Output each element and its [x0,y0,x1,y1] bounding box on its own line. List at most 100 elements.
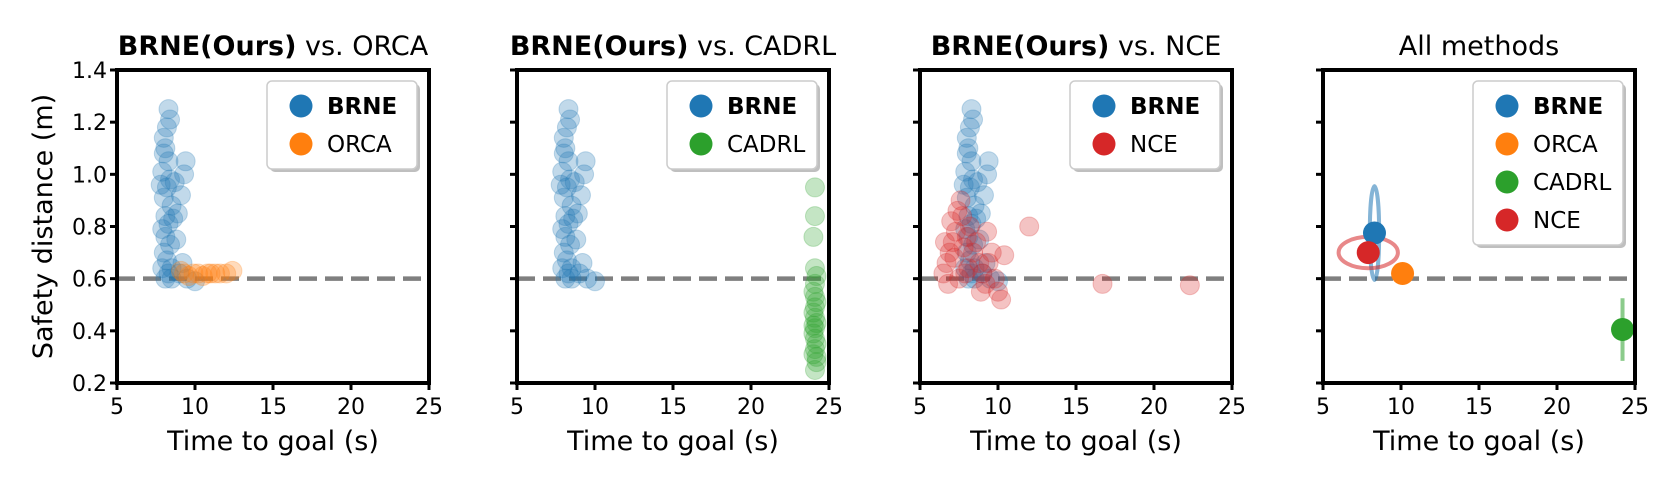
y-tick-label: 0.4 [72,320,107,345]
data-point-brne [963,169,984,190]
panel-1: BRNE(Ours) vs. ORCA 5 10 15 20 25 Time to goal… [28,31,443,457]
data-point-brne [158,99,179,120]
data-point-brne [969,229,990,250]
data-point-brne [163,208,184,229]
data-point-brne [155,206,176,227]
panel-title: BRNE(Ours) vs. NCE [931,31,1222,62]
data-point-orca [183,263,204,284]
data-point-brne [158,151,179,172]
data-point-brne [161,268,182,289]
data-point-brne [558,263,579,284]
data-point-cadrl [806,352,827,373]
data-point-cadrl [803,323,824,344]
data-point-nce [947,200,968,221]
data-point-cadrl [804,328,825,349]
data-point-brne [552,161,573,182]
mean-marker-cadrl [1611,318,1635,342]
data-point-brne [978,151,999,172]
data-point-brne [959,117,980,138]
data-point-cadrl [804,318,825,339]
legend-marker-brne [289,94,313,118]
data-point-nce [934,232,955,253]
data-point-brne [961,151,982,172]
data-point-brne [988,271,1008,292]
data-point-brne [558,99,579,120]
plot-area [117,99,429,292]
data-point-brne [553,127,574,148]
data-point-brne [153,143,174,164]
data-point-nce [950,190,971,211]
data-point-brne [560,169,581,190]
panel-4: All methods 5 10 15 20 25 Time to goal (s) BRNE… [1316,31,1649,457]
data-point-brne [564,172,585,193]
data-point-brne [975,253,996,274]
data-point-brne [175,151,196,172]
plot-area [1323,184,1635,361]
data-point-brne [961,263,982,284]
data-point-cadrl [804,307,825,328]
x-tick-label: 10 [581,395,609,420]
y-tick-label: 0.6 [72,268,107,293]
data-point-brne [169,263,190,284]
data-point-orca [200,263,221,284]
x-tick-label: 5 [913,395,927,420]
data-point-cadrl [806,266,827,287]
data-point-brne [970,203,991,224]
data-point-nce [991,289,1012,310]
mean-marker-nce [1356,241,1380,265]
data-point-brne [558,213,579,234]
data-point-brne [555,138,576,159]
y-axis-label: Safety distance (m) [28,94,59,359]
data-point-brne [977,164,998,185]
data-point-brne [185,271,205,292]
data-point-brne [964,268,985,289]
data-point-brne [553,242,574,263]
x-tick-label: 15 [259,395,287,420]
data-point-nce [963,242,984,263]
data-point-brne [958,268,979,289]
data-point-nce [953,237,974,258]
data-point-nce [975,273,996,294]
data-point-brne [560,109,581,130]
x-tick-label: 5 [110,395,124,420]
data-point-brne [567,203,588,224]
data-point-cadrl [804,177,825,198]
data-point-nce [942,232,963,253]
data-point-cadrl [804,359,825,380]
y-tick-label: 1.4 [72,59,107,84]
data-point-nce [970,281,991,302]
data-point-nce [958,258,979,279]
data-point-brne [170,185,191,206]
panel-title-rest: vs. NCE [1109,31,1221,62]
data-point-brne [964,195,985,216]
data-point-brne [552,219,573,240]
data-point-brne [966,208,987,229]
legend-label-nce: NCE [1533,208,1581,234]
y-tick-label: 1.2 [72,111,107,136]
data-point-brne [552,258,573,279]
x-tick-label: 25 [415,395,443,420]
legend-label-brne: BRNE [1533,94,1603,120]
data-point-brne [555,268,576,289]
data-point-nce [944,247,965,268]
data-point-brne [550,174,571,195]
data-point-brne [955,219,976,240]
data-point-orca [170,260,191,281]
data-point-brne [172,253,193,274]
data-point-nce [949,268,969,289]
data-point-brne [558,151,579,172]
data-point-nce [952,206,973,227]
data-point-brne [577,268,598,289]
data-point-orca [216,263,237,284]
x-axis-label: Time to goal (s) [566,426,779,457]
data-point-brne [967,172,988,193]
legend-label-brne: BRNE [1130,94,1200,120]
x-tick-label: 25 [1621,395,1649,420]
data-point-brne [561,195,582,216]
data-point-brne [570,185,591,206]
data-point-brne [155,138,176,159]
data-point-brne [575,151,596,172]
legend-marker-brne [1092,94,1116,118]
panel-title: All methods [1399,31,1559,62]
data-point-brne [553,143,574,164]
